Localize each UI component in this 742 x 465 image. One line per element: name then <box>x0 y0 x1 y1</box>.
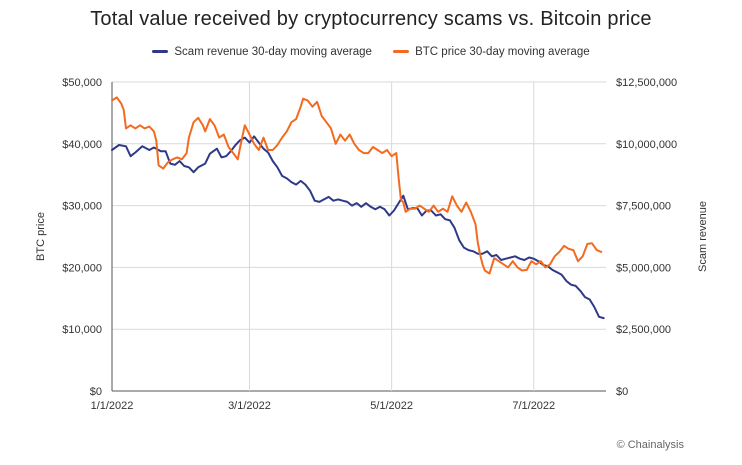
legend-swatch-scam-revenue <box>152 50 169 53</box>
y-left-tick-label: $10,000 <box>62 324 102 336</box>
y-left-tick-label: $50,000 <box>62 77 102 89</box>
credit-text: © Chainalysis <box>616 439 684 451</box>
axes: $0 $10,000 $20,000 $30,000 $40,000 $50,000 $0 $… <box>35 77 709 412</box>
y-right-tick-label: $2,500,000 <box>616 324 671 336</box>
grid <box>111 81 606 392</box>
chart-title: Total value received by cryptocurrency s… <box>90 8 652 30</box>
legend-label-btc-price: BTC price 30-day moving average <box>415 45 590 58</box>
legend: Scam revenue 30-day moving average BTC p… <box>0 44 742 58</box>
legend-label-scam-revenue: Scam revenue 30-day moving average <box>174 45 372 58</box>
y-left-tick-label: $40,000 <box>62 139 102 151</box>
y-right-tick-label: $5,000,000 <box>616 262 671 274</box>
y-right-tick-label: $7,500,000 <box>616 201 671 213</box>
scam-revenue-line <box>111 135 605 320</box>
y-right-tick-label: $0 <box>616 386 628 398</box>
legend-swatch-btc-price <box>393 50 410 53</box>
series-layer <box>111 96 605 320</box>
legend-item-btc-price: BTC price 30-day moving average <box>393 46 590 58</box>
legend-item-scam-revenue: Scam revenue 30-day moving average <box>152 46 372 58</box>
y-right-tick-label: $10,000,000 <box>616 139 677 151</box>
y-left-axis-title: BTC price <box>35 212 47 261</box>
y-right-tick-label: $12,500,000 <box>616 77 677 89</box>
y-left-tick-label: $20,000 <box>62 262 102 274</box>
x-tick-label: 1/1/2022 <box>91 400 134 412</box>
y-left-tick-label: $0 <box>90 386 102 398</box>
y-left-tick-label: $30,000 <box>62 201 102 213</box>
btc-price-line <box>111 96 603 275</box>
x-tick-label: 5/1/2022 <box>370 400 413 412</box>
x-tick-label: 3/1/2022 <box>228 400 271 412</box>
y-right-axis-title: Scam revenue <box>697 201 709 272</box>
x-tick-label: 7/1/2022 <box>512 400 555 412</box>
